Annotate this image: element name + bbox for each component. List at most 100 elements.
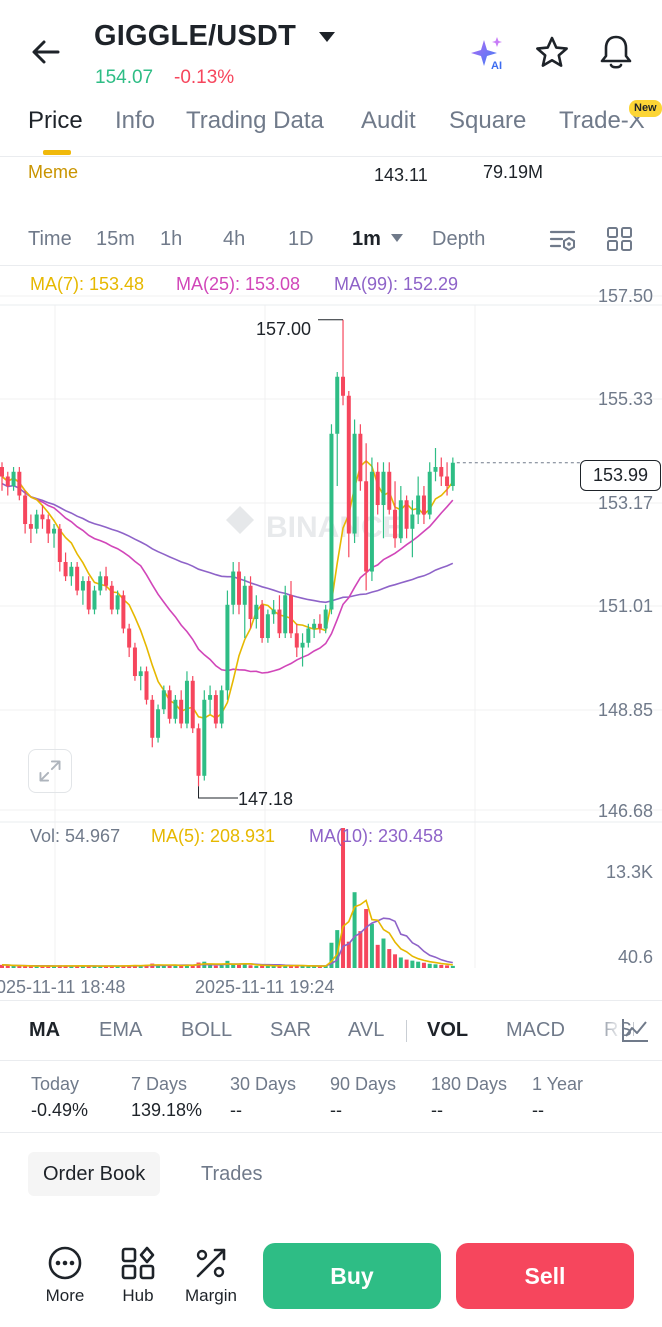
back-arrow-icon[interactable] <box>28 34 64 70</box>
candle-body <box>173 699 178 719</box>
candle-body <box>196 728 201 776</box>
candle-body <box>40 514 45 520</box>
active-tab-indicator <box>43 150 71 155</box>
watermark-text: BINANCE <box>266 511 403 544</box>
interval-dropdown-caret-icon[interactable] <box>390 233 404 243</box>
indicator-boll[interactable]: BOLL <box>181 1019 233 1041</box>
volume-bar <box>236 964 241 968</box>
volume-bar <box>0 964 4 968</box>
interval-1m[interactable]: 1m <box>352 228 381 250</box>
candle-body <box>150 699 155 738</box>
interval-1d[interactable]: 1D <box>288 228 314 250</box>
pair-dropdown-caret-icon[interactable] <box>318 30 336 44</box>
favorite-star-icon[interactable] <box>533 34 571 72</box>
tab-trading-data[interactable]: Trading Data <box>186 107 324 134</box>
perf-value-7d: 139.18% <box>131 1100 203 1120</box>
fullscreen-expand-icon[interactable] <box>28 749 72 793</box>
interval-4h[interactable]: 4h <box>223 228 246 250</box>
candle-body <box>28 524 33 529</box>
volume-ma10-label: MA(10): 230.458 <box>309 826 444 846</box>
candle-body <box>375 471 380 506</box>
price-chart[interactable]: BINANCE <box>0 266 662 1000</box>
indicator-macd[interactable]: MACD <box>506 1019 565 1041</box>
indicator-ema[interactable]: EMA <box>99 1019 143 1041</box>
tab-square[interactable]: Square <box>449 107 527 134</box>
margin-icon[interactable] <box>193 1245 229 1281</box>
interval-divider <box>0 265 662 266</box>
perf-value-90d: -- <box>330 1100 342 1120</box>
trading-pair-title[interactable]: GIGGLE/USDT <box>94 20 296 52</box>
volume-bar <box>34 966 39 968</box>
chart-settings-icon[interactable] <box>548 226 578 254</box>
hub-label[interactable]: Hub <box>122 1286 154 1305</box>
hub-icon[interactable] <box>120 1245 156 1281</box>
candle-body <box>421 495 426 515</box>
low-marker-line <box>198 786 238 799</box>
candle-body <box>306 628 311 643</box>
candle-body <box>179 699 184 724</box>
volume-bar <box>398 957 403 968</box>
candle-body <box>138 671 143 677</box>
tab-price[interactable]: Price <box>28 107 83 134</box>
volume-bar <box>289 965 293 968</box>
category-tag[interactable]: Meme <box>28 162 79 182</box>
indicator-avl[interactable]: AVL <box>348 1019 385 1041</box>
volume-bar <box>317 966 322 968</box>
candle-body <box>219 690 224 724</box>
candle-body <box>161 690 166 710</box>
sell-button[interactable]: Sell <box>456 1243 634 1309</box>
interval-1h[interactable]: 1h <box>160 228 183 250</box>
perf-label-7d: 7 Days <box>131 1074 188 1094</box>
interval-15m[interactable]: 15m <box>96 228 135 250</box>
volume-bar <box>80 966 85 968</box>
candle-body <box>427 471 432 515</box>
candle-body <box>352 433 357 534</box>
tab-trades[interactable]: Trades <box>201 1163 263 1185</box>
more-icon[interactable] <box>47 1245 83 1281</box>
tab-audit[interactable]: Audit <box>361 107 416 134</box>
candle-body <box>0 467 4 477</box>
candle-body <box>121 595 126 629</box>
watermark-logo-icon <box>226 506 254 534</box>
candle-body <box>439 467 444 477</box>
candle-body <box>450 462 455 487</box>
perf-label-90d: 90 Days <box>330 1074 397 1094</box>
indicator-sar[interactable]: SAR <box>270 1019 312 1041</box>
interval-time[interactable]: Time <box>28 228 72 250</box>
volume-bar <box>138 966 143 968</box>
candle-body <box>184 680 189 724</box>
volume-bar <box>271 966 276 968</box>
volume-bar <box>231 963 236 968</box>
ma99-label: MA(99): 152.29 <box>334 274 459 294</box>
volume-bar <box>312 966 317 968</box>
more-label[interactable]: More <box>45 1286 85 1305</box>
ma25-label: MA(25): 153.08 <box>176 274 301 294</box>
candle-body <box>416 495 421 515</box>
volume-bar <box>23 966 28 968</box>
performance-divider <box>0 1132 662 1133</box>
ai-sparkle-icon[interactable]: AI <box>470 36 506 72</box>
buy-button[interactable]: Buy <box>263 1243 441 1309</box>
indicator-ma[interactable]: MA <box>29 1019 61 1041</box>
interval-depth[interactable]: Depth <box>432 228 486 250</box>
tab-order-book[interactable]: Order Book <box>28 1152 161 1196</box>
volume-bar <box>404 959 409 968</box>
price-axis-label: 157.50 <box>597 286 653 306</box>
ma99-line <box>1 482 454 604</box>
volume-bar <box>109 965 114 968</box>
perf-label-1y: 1 Year <box>532 1074 584 1094</box>
candle-body <box>75 566 80 591</box>
notification-bell-icon[interactable] <box>597 32 635 72</box>
volume-bar <box>104 965 109 968</box>
indicator-settings-chart-icon[interactable] <box>620 1016 650 1044</box>
tab-info[interactable]: Info <box>115 107 156 134</box>
candle-body <box>312 623 317 629</box>
candle-body <box>404 500 409 529</box>
volume-bar <box>277 965 282 968</box>
volume-bar <box>40 965 45 968</box>
indicator-vol[interactable]: VOL <box>427 1019 469 1041</box>
margin-label[interactable]: Margin <box>185 1286 237 1305</box>
perf-value-today: -0.49% <box>31 1100 89 1120</box>
volume-bar <box>346 941 351 968</box>
layout-grid-icon[interactable] <box>606 226 634 252</box>
